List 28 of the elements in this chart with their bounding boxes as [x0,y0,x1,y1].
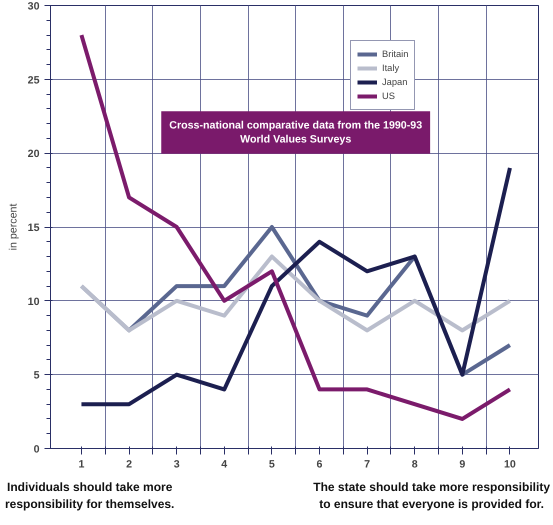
legend-label: Britain [382,48,408,61]
y-tick-label: 5 [34,370,40,382]
y-tick-label: 15 [28,222,40,234]
x-tick-label: 3 [174,458,180,470]
y-axis-title: in percent [8,204,20,250]
y-tick-label: 30 [28,0,40,12]
x-tick-label: 1 [78,458,84,470]
line-series [79,254,512,332]
y-tick-label: 20 [28,148,40,160]
line-series [79,33,512,421]
x-tick-label: 10 [504,458,516,470]
legend-label: Japan [382,76,408,89]
text: The state should take more responsibility to ensure that everyone is provided for. [313,479,550,514]
x-tick-label: 5 [268,458,275,470]
y-tick-label: 10 [28,296,40,308]
x-tick-label: 9 [459,458,466,470]
y-tick-label: 25 [28,74,40,86]
x-tick-label: 4 [221,458,228,470]
y-tick-label: 0 [34,444,40,456]
text: Individuals should take more responsibility for themselves. [5,479,174,514]
text: Cross-national comparative data from the 1990-93 World Values Surveys [169,119,422,146]
x-tick-label: 2 [126,458,132,470]
legend-label: US [382,90,396,103]
x-tick-label: 8 [412,458,418,470]
x-tick-label: 6 [316,458,323,470]
x-tick-label: 7 [364,458,370,470]
line-series [79,166,512,406]
legend-label: Italy [382,62,400,75]
